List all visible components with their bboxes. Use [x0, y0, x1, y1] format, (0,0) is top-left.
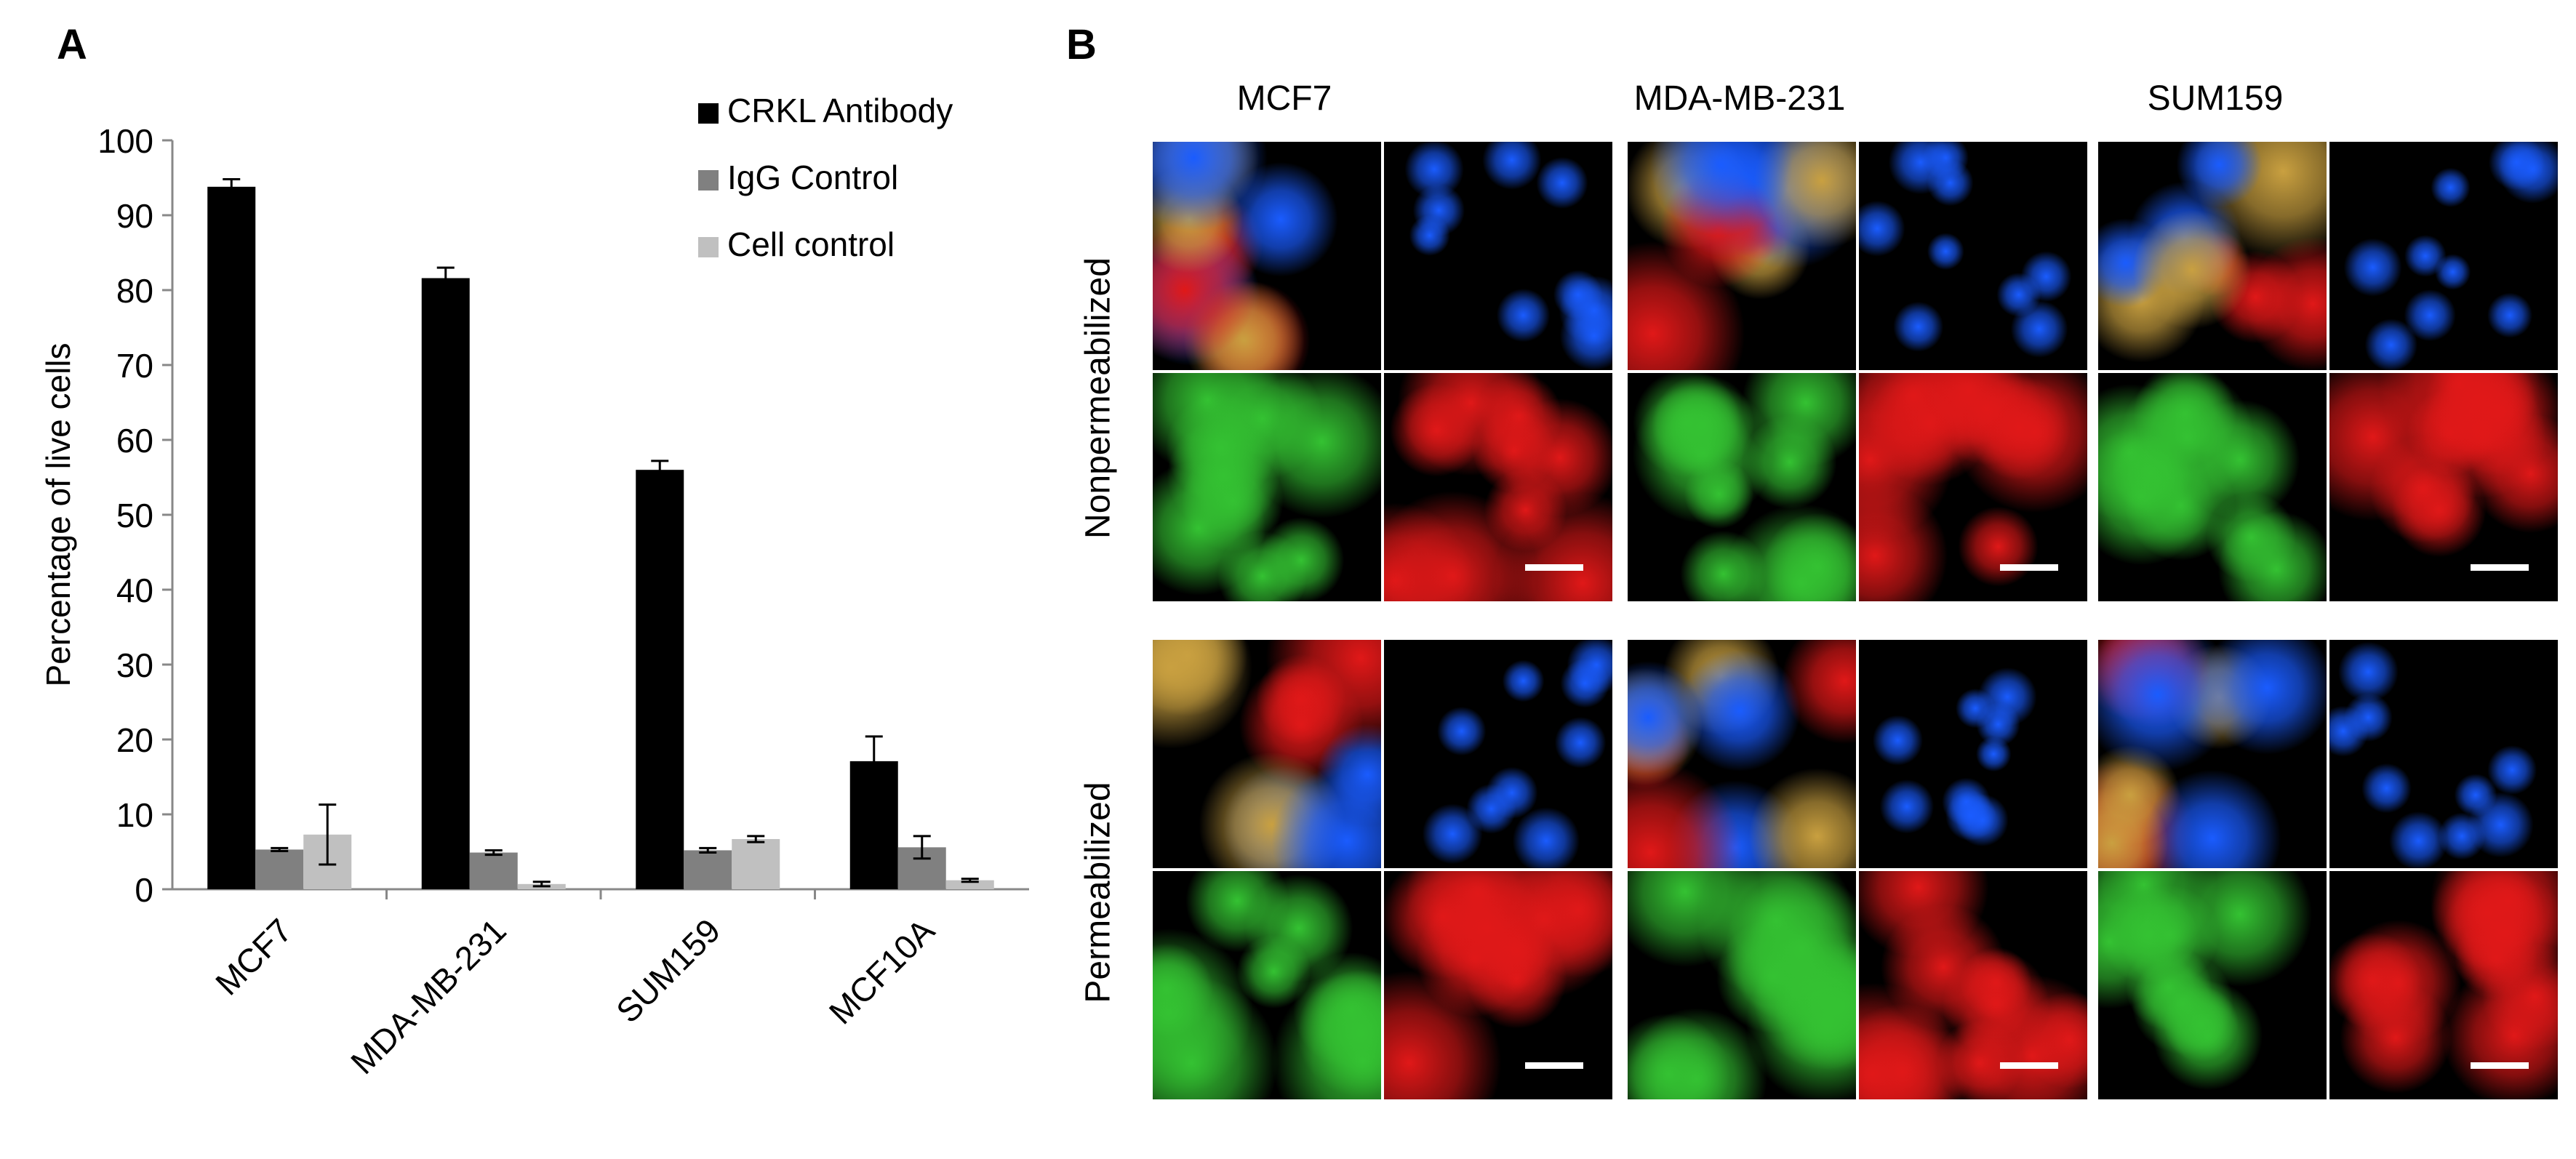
red-channel-image — [1384, 373, 1612, 601]
scale-bar — [1525, 564, 1583, 571]
column-title-sum159: SUM159 — [2147, 79, 2284, 118]
bar-cell-control-mcf10a — [945, 880, 994, 889]
x-tick-label: MCF10A — [822, 911, 942, 1031]
bar-igg-control-mda-mb-231 — [469, 852, 518, 889]
green-channel-image — [1628, 373, 1856, 601]
row-title-permeabilized: Permeabilized — [1079, 782, 1118, 1003]
row-title-nonpermeabilized: Nonpermeabilized — [1079, 257, 1118, 539]
merge-channel-image — [2098, 142, 2327, 370]
red-channel-image — [2329, 373, 2558, 601]
legend-label: Cell control — [727, 225, 895, 263]
x-tick-label: MCF7 — [208, 911, 299, 1002]
y-tick-label: 80 — [116, 272, 153, 310]
x-tick-label: MDA-MB-231 — [343, 911, 513, 1081]
red-channel-image — [2329, 871, 2558, 1099]
merge-channel-image — [1153, 640, 1381, 868]
dapi-channel-image — [1859, 142, 2087, 370]
green-channel-image — [2098, 871, 2327, 1099]
legend-swatch — [698, 237, 719, 257]
bar-crkl-antibody-sum159 — [636, 470, 684, 889]
dapi-channel-image — [1859, 640, 2087, 868]
column-title-mcf7: MCF7 — [1236, 79, 1332, 118]
scale-bar — [2471, 1062, 2529, 1069]
green-channel-image — [2098, 373, 2327, 601]
y-tick-label: 40 — [116, 572, 153, 609]
bar-igg-control-sum159 — [684, 850, 732, 889]
legend-swatch — [698, 170, 719, 191]
merge-channel-image — [1628, 640, 1856, 868]
green-channel-image — [1628, 871, 1856, 1099]
bar-chart: 0 10 20 30 40 50 60 70 80 90 100 Percentage of live… — [39, 92, 1029, 1081]
y-axis-label: Percentage of live cells — [39, 342, 77, 686]
y-tick-label: 0 — [135, 871, 153, 909]
panel-label-b: B — [1066, 21, 1097, 68]
dapi-channel-image — [1384, 640, 1612, 868]
green-channel-image — [1153, 373, 1381, 601]
bar-crkl-antibody-mda-mb-231 — [421, 278, 470, 889]
scale-bar — [1525, 1062, 1583, 1069]
red-channel-image — [1384, 871, 1612, 1099]
merge-channel-image — [1153, 142, 1381, 370]
bar-crkl-antibody-mcf7 — [207, 186, 256, 889]
bar-cell-control-sum159 — [732, 838, 780, 889]
y-tick-label: 70 — [116, 347, 153, 385]
microscopy-panel: B MCF7 MDA-MB-231 SUM159 Nonpermeabilize… — [1055, 0, 2576, 1159]
y-tick-label: 60 — [116, 422, 153, 460]
y-tick-label: 90 — [116, 197, 153, 235]
y-tick-label: 10 — [116, 796, 153, 834]
bar-igg-control-mcf7 — [255, 849, 304, 889]
dapi-channel-image — [2329, 142, 2558, 370]
y-tick-label: 30 — [116, 646, 153, 684]
green-channel-image — [1153, 871, 1381, 1099]
y-tick-label: 20 — [116, 721, 153, 759]
y-tick-label: 100 — [97, 122, 153, 160]
y-tick-label: 50 — [116, 497, 153, 534]
red-channel-image — [1859, 871, 2087, 1099]
dapi-channel-image — [1384, 142, 1612, 370]
legend-label: IgG Control — [727, 159, 898, 196]
dapi-channel-image — [2329, 640, 2558, 868]
scale-bar — [2471, 564, 2529, 571]
legend-swatch — [698, 103, 719, 124]
scale-bar — [2000, 1062, 2058, 1069]
legend-label: CRKL Antibody — [727, 92, 953, 129]
panel-label-a: A — [57, 21, 87, 68]
red-channel-image — [1859, 373, 2087, 601]
merge-channel-image — [2098, 640, 2327, 868]
x-tick-label: SUM159 — [609, 911, 727, 1030]
scale-bar — [2000, 564, 2058, 571]
column-title-mda-mb-231: MDA-MB-231 — [1633, 79, 1846, 118]
merge-channel-image — [1628, 142, 1856, 370]
